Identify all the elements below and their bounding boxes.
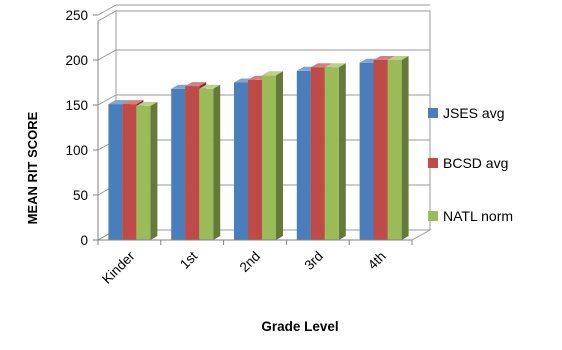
bar-top: [185, 82, 207, 87]
legend-swatch: [428, 158, 438, 168]
y-tick-label: 250: [65, 8, 88, 23]
bar: [199, 84, 221, 240]
bar-top: [310, 63, 332, 68]
bar-side: [338, 63, 346, 241]
legend-label: BCSD avg: [443, 155, 508, 171]
bar-top: [324, 63, 346, 68]
bar-top: [387, 56, 409, 60]
bar-front: [122, 104, 137, 240]
y-tick-label: 100: [65, 143, 88, 158]
bar-front: [234, 82, 248, 240]
bar-front: [324, 67, 339, 240]
legend-item: JSES avg: [428, 105, 504, 121]
bar-front: [373, 60, 388, 240]
x-tick-label: 2nd: [237, 249, 264, 276]
y-axis-title: MEAN RIT SCORE: [25, 111, 40, 224]
y-tick-label: 200: [65, 53, 88, 68]
legend-swatch: [428, 211, 438, 221]
bar-front: [185, 86, 200, 240]
bar-front: [171, 88, 186, 240]
bar-top: [136, 101, 158, 106]
bar-top: [122, 100, 144, 105]
bar: [136, 101, 158, 241]
bar-front: [296, 70, 311, 240]
legend-item: NATL norm: [428, 208, 513, 224]
x-tick-label: 3rd: [302, 249, 326, 273]
bars: [108, 56, 409, 241]
bar: [387, 56, 409, 240]
gridline: [97, 4, 430, 16]
bar: [324, 63, 346, 241]
bar-front: [387, 60, 402, 240]
bar-side: [150, 101, 158, 241]
bar-front: [199, 88, 214, 240]
bar-front: [359, 62, 374, 241]
x-axis-title: Grade Level: [261, 319, 338, 334]
bar-front: [136, 105, 151, 241]
bar-front: [310, 67, 325, 240]
legend: JSES avg BCSD avg NATL norm: [428, 105, 513, 224]
bar-top: [262, 71, 283, 76]
bar-top: [199, 84, 221, 89]
legend-label: JSES avg: [443, 105, 504, 121]
y-tick-label: 0: [80, 233, 88, 248]
gridline: [97, 49, 430, 61]
legend-label: NATL norm: [443, 208, 513, 224]
bar-side: [276, 71, 283, 240]
y-axis: 0 50 100 150 200 250: [65, 8, 99, 248]
x-tick-label: Kinder: [99, 248, 138, 287]
y-tick-label: 150: [65, 98, 88, 113]
y-tick-label: 50: [73, 188, 88, 203]
x-tick-label: 1st: [177, 248, 201, 272]
x-axis: Kinder 1st 2nd 3rd 4th: [97, 239, 413, 287]
bar-side: [401, 56, 409, 240]
x-tick-label: 4th: [365, 249, 389, 273]
legend-swatch: [428, 108, 438, 118]
legend-item: BCSD avg: [428, 155, 508, 171]
bar-front: [262, 75, 276, 240]
bar-front: [108, 104, 123, 240]
bar-side: [213, 84, 221, 240]
bar-top: [108, 100, 130, 105]
bar-front: [248, 79, 262, 240]
bar: [262, 71, 283, 240]
